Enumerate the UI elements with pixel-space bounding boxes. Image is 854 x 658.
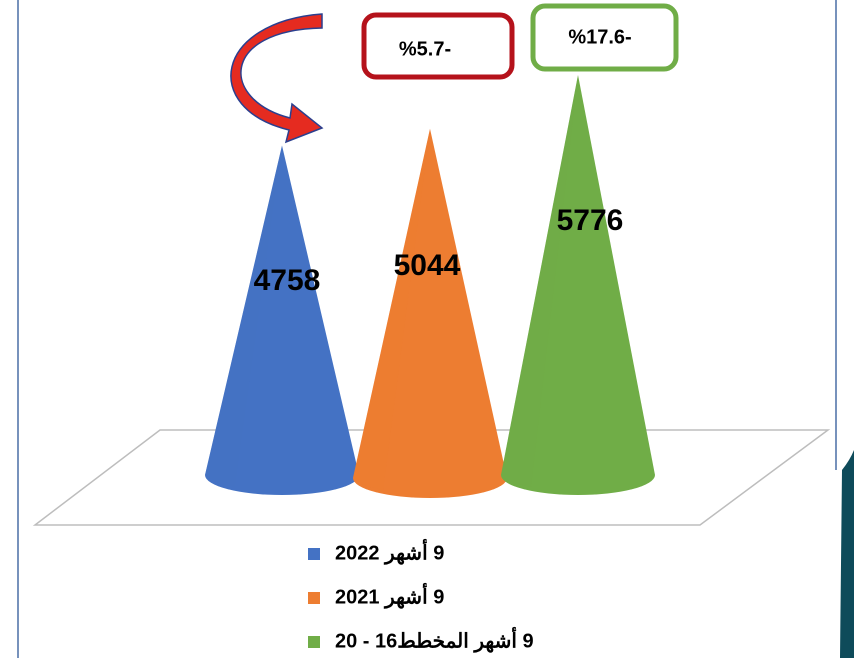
legend-swatch <box>308 592 320 604</box>
legend-swatch <box>308 548 320 560</box>
cone <box>501 75 655 495</box>
legend-label: 9 أشهر المخطط16 - 20 <box>335 626 534 653</box>
legend-label: 9 أشهر 2022 <box>335 538 444 565</box>
annotation: %5.7- <box>399 38 451 60</box>
cone <box>353 128 507 499</box>
value-label: 5776 <box>557 204 624 237</box>
legend-label: 9 أشهر 2021 <box>335 582 444 609</box>
value-label: 5044 <box>394 249 461 282</box>
cone-shade <box>501 75 578 487</box>
legend-swatch <box>308 636 320 648</box>
annotation-box <box>361 12 515 80</box>
decoration <box>840 450 854 658</box>
cone-shade <box>205 145 282 488</box>
annotation: %17.6- <box>568 26 631 48</box>
cone <box>205 145 359 496</box>
arrow <box>230 13 324 144</box>
value-label: 4758 <box>254 264 321 297</box>
annotation-box <box>530 3 679 72</box>
cone-shade <box>353 128 430 491</box>
